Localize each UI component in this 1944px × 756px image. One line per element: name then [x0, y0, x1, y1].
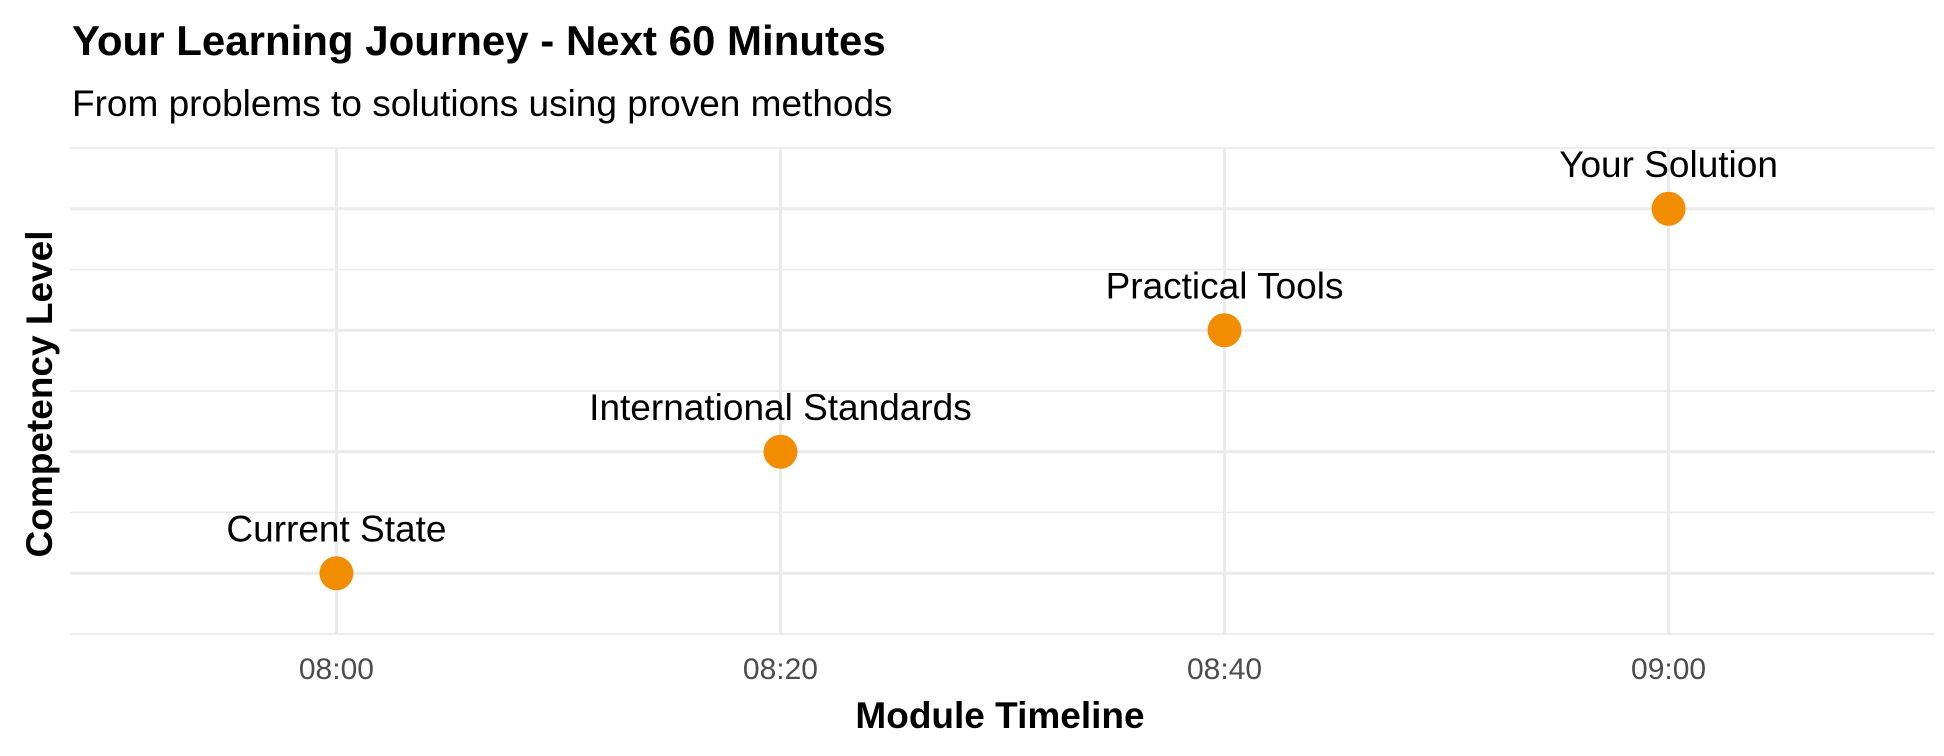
chart-title: Your Learning Journey - Next 60 Minutes — [72, 17, 886, 64]
data-point — [763, 434, 798, 469]
data-point-label: Your Solution — [1559, 144, 1778, 185]
grid — [70, 147, 1935, 635]
chart-subtitle: From problems to solutions using proven … — [72, 83, 893, 124]
data-point — [1651, 191, 1686, 226]
x-tick-label: 09:00 — [1631, 653, 1706, 686]
x-axis-ticks: 08:00 08:20 08:40 09:00 — [299, 653, 1706, 686]
data-point — [319, 556, 354, 591]
x-tick-label: 08:40 — [1187, 653, 1262, 686]
x-tick-label: 08:20 — [743, 653, 818, 686]
x-axis-title: Module Timeline — [855, 695, 1144, 736]
data-points — [319, 191, 1686, 591]
y-axis-title: Competency Level — [19, 231, 60, 558]
point-labels: Current State International Standards Prac… — [226, 144, 1778, 550]
data-point-label: Practical Tools — [1106, 265, 1344, 306]
data-point-label: Current State — [226, 508, 446, 549]
x-tick-label: 08:00 — [299, 653, 374, 686]
data-point-label: International Standards — [589, 387, 972, 428]
data-point — [1207, 313, 1242, 348]
